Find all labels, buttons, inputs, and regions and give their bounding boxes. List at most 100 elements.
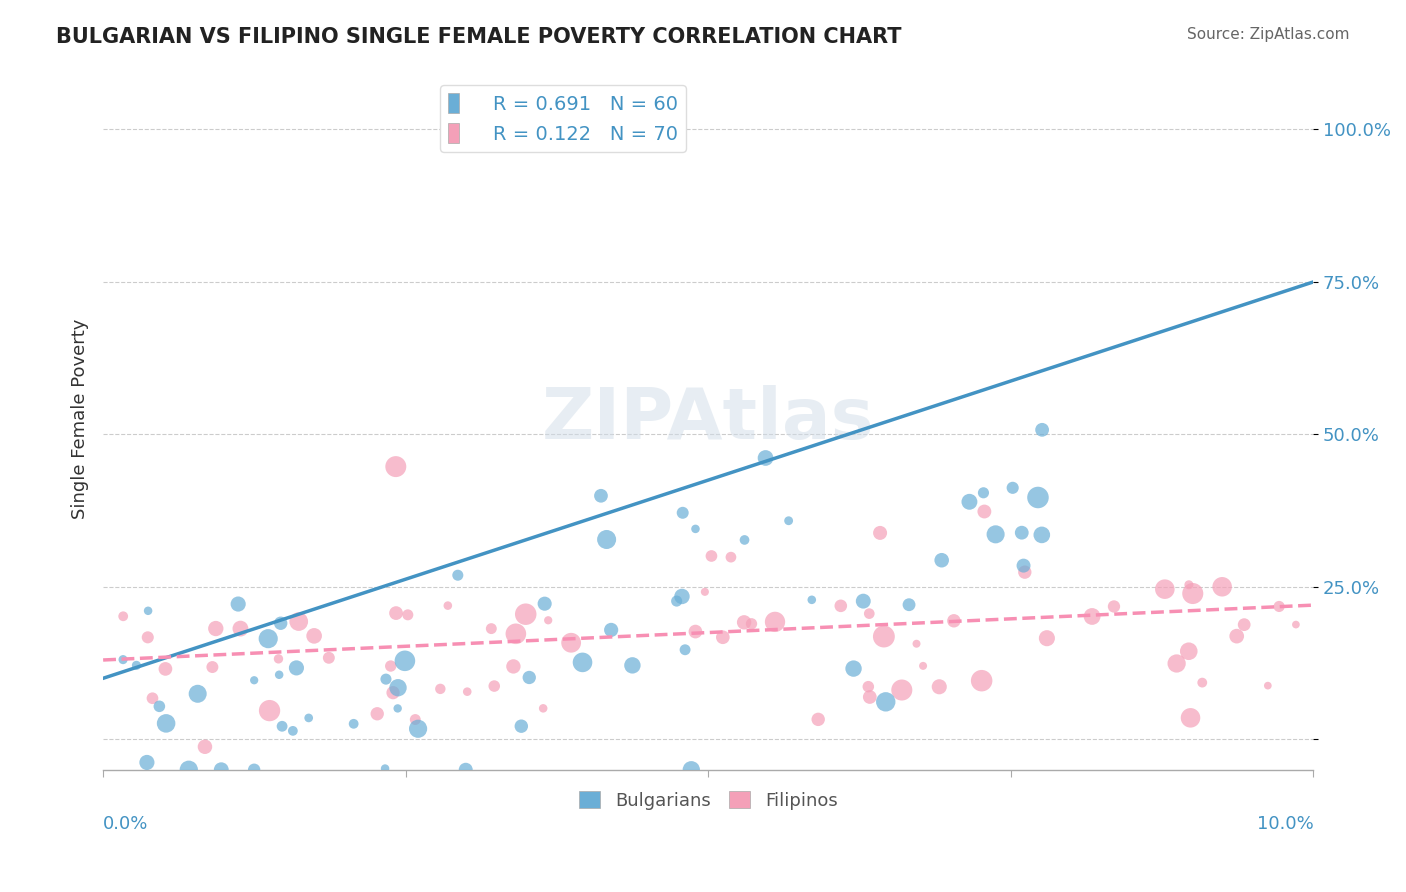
Filipinos <box>502 659 524 673</box>
Filipinos <box>890 683 912 698</box>
Filipinos <box>711 630 734 644</box>
Bulgarians <box>298 711 321 725</box>
Bulgarians <box>734 533 756 547</box>
Filipinos <box>560 636 582 650</box>
Filipinos <box>1268 599 1291 614</box>
Filipinos <box>505 627 527 641</box>
Filipinos <box>905 637 928 651</box>
Filipinos <box>1180 711 1202 725</box>
Bulgarians <box>1012 558 1035 573</box>
Text: 10.0%: 10.0% <box>1257 815 1313 833</box>
Bulgarians <box>135 756 157 770</box>
Bulgarians <box>510 719 533 733</box>
Filipinos <box>830 599 852 613</box>
Bulgarians <box>1031 528 1053 542</box>
Bulgarians <box>957 495 980 509</box>
Bulgarians <box>898 598 921 612</box>
Bulgarians <box>374 762 396 776</box>
Filipinos <box>201 660 224 674</box>
Bulgarians <box>187 687 209 701</box>
Filipinos <box>1233 617 1256 632</box>
Bulgarians <box>517 671 540 685</box>
Bulgarians <box>375 672 398 686</box>
Bulgarians <box>257 632 280 646</box>
Filipinos <box>928 680 950 694</box>
Filipinos <box>685 624 707 639</box>
Filipinos <box>720 550 742 565</box>
Bulgarians <box>447 568 470 582</box>
Bulgarians <box>671 590 693 604</box>
Bulgarians <box>842 662 865 676</box>
Text: 0.0%: 0.0% <box>103 815 149 833</box>
Bulgarians <box>972 485 994 500</box>
Bulgarians <box>778 514 800 528</box>
Bulgarians <box>343 716 366 731</box>
Filipinos <box>1166 657 1188 671</box>
Filipinos <box>302 629 325 643</box>
Bulgarians <box>685 522 707 536</box>
Bulgarians <box>281 723 304 738</box>
Bulgarians <box>595 533 617 547</box>
Bulgarians <box>285 661 308 675</box>
Bulgarians <box>600 623 623 637</box>
Filipinos <box>155 662 177 676</box>
Filipinos <box>267 652 290 666</box>
Filipinos <box>1257 679 1279 693</box>
Filipinos <box>204 622 226 636</box>
Filipinos <box>259 704 281 718</box>
Filipinos <box>1178 578 1201 592</box>
Bulgarians <box>136 604 159 618</box>
Y-axis label: Single Female Poverty: Single Female Poverty <box>72 319 89 519</box>
Filipinos <box>385 606 408 620</box>
Filipinos <box>112 609 135 624</box>
Bulgarians <box>1031 423 1053 437</box>
Bulgarians <box>673 642 696 657</box>
Bulgarians <box>148 699 170 714</box>
Bulgarians <box>394 654 416 668</box>
Filipinos <box>141 691 163 706</box>
Bulgarians <box>406 722 429 736</box>
Legend: Bulgarians, Filipinos: Bulgarians, Filipinos <box>572 784 845 817</box>
Filipinos <box>700 549 723 563</box>
Filipinos <box>318 650 340 665</box>
Bulgarians <box>1026 491 1049 505</box>
Filipinos <box>733 615 755 630</box>
Bulgarians <box>1011 525 1033 540</box>
Filipinos <box>136 631 159 645</box>
Filipinos <box>366 706 388 721</box>
Filipinos <box>869 525 891 540</box>
Bulgarians <box>533 597 555 611</box>
Filipinos <box>1211 580 1233 594</box>
Text: BULGARIAN VS FILIPINO SINGLE FEMALE POVERTY CORRELATION CHART: BULGARIAN VS FILIPINO SINGLE FEMALE POVE… <box>56 27 901 46</box>
Filipinos <box>380 659 402 673</box>
Filipinos <box>693 584 716 599</box>
Bulgarians <box>270 616 292 631</box>
Filipinos <box>531 701 554 715</box>
Bulgarians <box>209 763 232 777</box>
Bulgarians <box>571 656 593 670</box>
Bulgarians <box>852 594 875 608</box>
Filipinos <box>396 607 419 622</box>
Filipinos <box>973 504 995 518</box>
Bulgarians <box>454 763 477 777</box>
Bulgarians <box>754 450 776 465</box>
Filipinos <box>807 712 830 726</box>
Filipinos <box>859 690 882 704</box>
Filipinos <box>1036 631 1059 645</box>
Filipinos <box>1191 675 1213 690</box>
Bulgarians <box>125 658 148 673</box>
Filipinos <box>912 658 935 673</box>
Filipinos <box>873 630 896 644</box>
Bulgarians <box>112 652 135 666</box>
Bulgarians <box>875 695 897 709</box>
Bulgarians <box>177 763 200 777</box>
Filipinos <box>970 673 993 688</box>
Bulgarians <box>672 506 695 520</box>
Bulgarians <box>1001 481 1024 495</box>
Filipinos <box>1226 629 1249 643</box>
Bulgarians <box>665 594 688 608</box>
Filipinos <box>1153 582 1175 596</box>
Filipinos <box>1181 586 1204 600</box>
Filipinos <box>194 739 217 754</box>
Bulgarians <box>800 592 823 607</box>
